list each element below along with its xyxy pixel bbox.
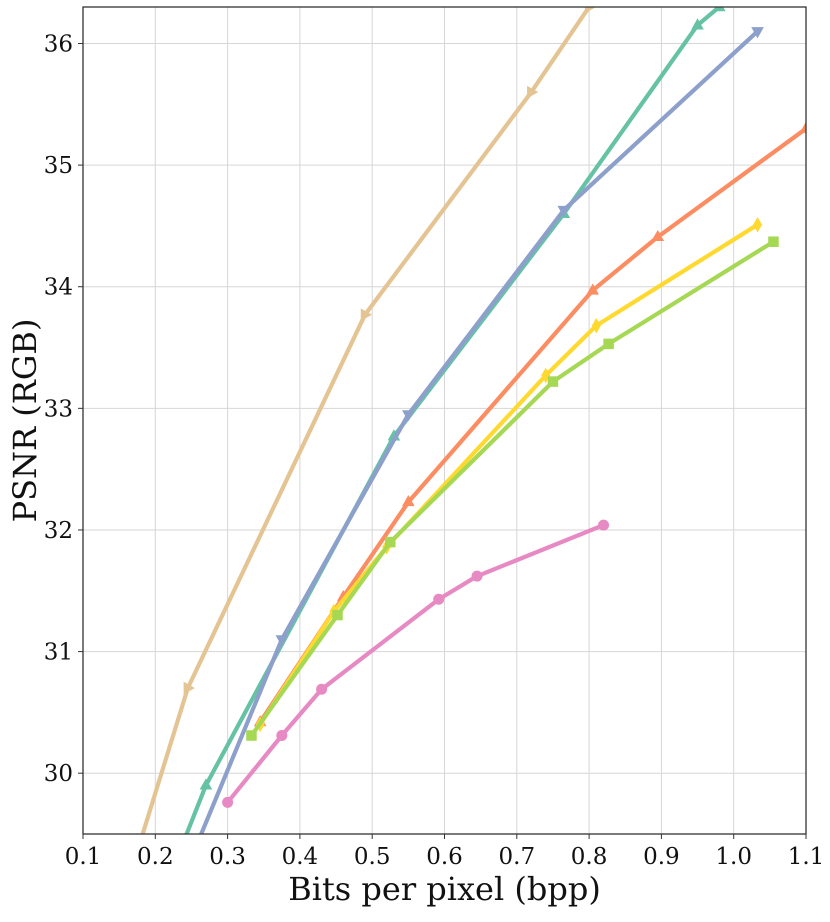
data-point (199, 778, 213, 790)
data-point (275, 635, 289, 647)
series-3 (253, 121, 806, 727)
data-point (584, 7, 597, 14)
data-point (183, 833, 185, 834)
data-point (246, 730, 257, 741)
data-point (547, 376, 559, 387)
data-point (332, 609, 343, 621)
series-line (225, 522, 606, 805)
series-line (258, 126, 806, 725)
data-point (360, 308, 372, 321)
data-point (222, 796, 234, 808)
x-axis-title: Bits per pixel (bpp) (288, 870, 601, 908)
data-point (768, 236, 779, 247)
data-point (402, 494, 415, 507)
data-point (192, 836, 205, 847)
x-tick-label: 0.4 (282, 844, 319, 870)
y-axis-title: PSNR (RGB) (6, 319, 44, 523)
series-line (198, 29, 760, 834)
x-tick-label: 0.2 (137, 844, 174, 870)
x-tick-label: 0.8 (571, 844, 608, 870)
data-point (586, 283, 600, 295)
y-tick-label: 35 (44, 153, 73, 179)
data-point (712, 7, 726, 12)
y-tick-label: 36 (44, 31, 73, 57)
data-point (385, 536, 396, 548)
y-tick-label: 34 (44, 275, 73, 301)
data-point (691, 18, 704, 30)
series-layer (136, 7, 806, 847)
series-2 (192, 27, 764, 847)
data-point (276, 729, 288, 741)
x-tick-label: 1.0 (715, 844, 752, 870)
data-point (557, 205, 571, 218)
y-tick-label: 32 (44, 518, 73, 544)
grid (82, 7, 807, 834)
data-point (651, 229, 665, 242)
x-tick-label: 0.9 (643, 844, 680, 870)
data-point (591, 317, 601, 334)
series-line (258, 222, 760, 727)
data-point (527, 85, 539, 99)
y-tick-label: 30 (44, 761, 73, 787)
series-6 (222, 519, 610, 808)
data-point (799, 121, 806, 133)
series-5 (246, 236, 779, 741)
data-point (753, 216, 763, 233)
x-tick-label: 1.1 (788, 844, 825, 870)
data-point (183, 681, 195, 695)
x-tick-label: 0.5 (354, 844, 391, 870)
y-tick-label: 33 (44, 396, 73, 422)
series-0 (136, 7, 597, 834)
y-tick-label: 31 (44, 640, 73, 666)
data-point (598, 519, 610, 531)
tick-layer: 0.1 0.2 0.3 0.4 0.5 0.6 0.7 0.8 0.9 1.0 1.1 30 31 32 3… (44, 31, 825, 870)
x-tick-label: 0.6 (426, 844, 463, 870)
x-tick-label: 0.3 (209, 844, 246, 870)
data-point (751, 27, 764, 39)
data-point (603, 338, 614, 350)
series-line (140, 7, 592, 834)
x-tick-label: 0.1 (65, 844, 102, 870)
x-tick-label: 0.7 (499, 844, 536, 870)
data-point (316, 683, 328, 695)
data-point (402, 410, 415, 422)
series-line (249, 239, 776, 738)
data-point (433, 593, 445, 605)
data-point (471, 570, 483, 582)
